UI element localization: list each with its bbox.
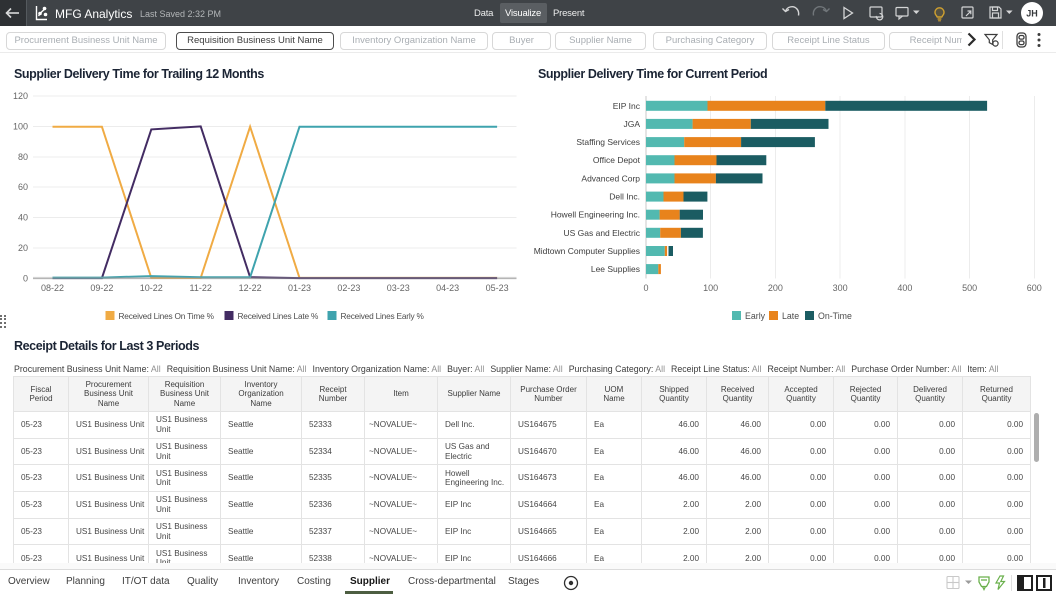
svg-text:Lee Supplies: Lee Supplies: [591, 264, 640, 274]
svg-text:500: 500: [962, 283, 977, 293]
svg-text:40: 40: [18, 213, 28, 223]
svg-text:09-22: 09-22: [90, 283, 113, 293]
svg-text:US Gas and Electric: US Gas and Electric: [563, 228, 640, 238]
svg-text:JGA: JGA: [623, 119, 640, 129]
svg-text:Advanced Corp: Advanced Corp: [581, 173, 640, 183]
svg-text:0: 0: [23, 273, 28, 283]
svg-text:Office Depot: Office Depot: [593, 155, 641, 165]
svg-text:02-23: 02-23: [337, 283, 360, 293]
svg-text:Received Lines On Time %: Received Lines On Time %: [119, 311, 215, 321]
svg-text:Early: Early: [745, 311, 766, 321]
svg-text:08-22: 08-22: [41, 283, 64, 293]
svg-text:100: 100: [13, 121, 28, 131]
svg-text:Midtown Computer Supplies: Midtown Computer Supplies: [534, 246, 640, 256]
svg-text:80: 80: [18, 152, 28, 162]
svg-text:04-23: 04-23: [436, 283, 459, 293]
svg-text:01-23: 01-23: [288, 283, 311, 293]
svg-text:20: 20: [18, 243, 28, 253]
svg-text:Late: Late: [782, 311, 799, 321]
svg-text:Howell Engineering Inc.: Howell Engineering Inc.: [551, 210, 640, 220]
svg-text:11-22: 11-22: [190, 283, 212, 293]
svg-text:10-22: 10-22: [140, 283, 163, 293]
svg-text:120: 120: [13, 91, 28, 101]
svg-text:On-Time: On-Time: [818, 311, 852, 321]
svg-text:200: 200: [768, 283, 783, 293]
svg-text:Dell Inc.: Dell Inc.: [609, 192, 640, 202]
svg-text:Staffing Services: Staffing Services: [576, 137, 640, 147]
svg-text:EIP Inc: EIP Inc: [613, 101, 641, 111]
svg-text:0: 0: [643, 283, 648, 293]
svg-text:JH: JH: [1026, 9, 1038, 19]
svg-text:600: 600: [1027, 283, 1042, 293]
svg-text:60: 60: [18, 182, 28, 192]
svg-text:400: 400: [897, 283, 912, 293]
svg-text:300: 300: [833, 283, 848, 293]
svg-text:05-23: 05-23: [486, 283, 509, 293]
svg-text:03-23: 03-23: [387, 283, 410, 293]
svg-text:Received Lines Late %: Received Lines Late %: [238, 311, 319, 321]
svg-text:Received Lines Early %: Received Lines Early %: [341, 311, 425, 321]
svg-text:12-22: 12-22: [239, 283, 262, 293]
svg-text:100: 100: [703, 283, 718, 293]
